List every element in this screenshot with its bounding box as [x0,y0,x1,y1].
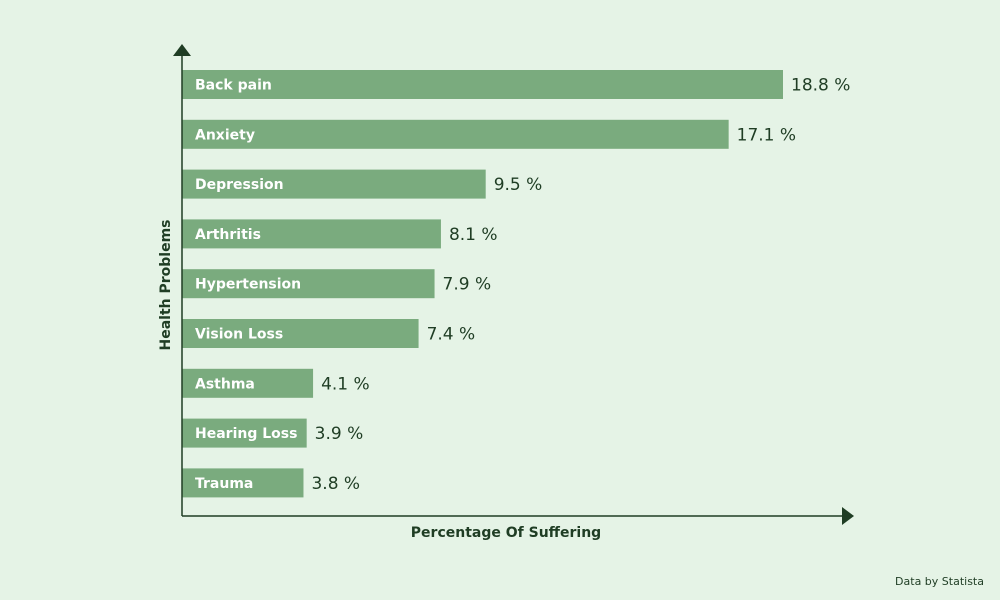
bar-category-label: Back pain [195,78,272,94]
bar [182,418,307,448]
bar [182,468,304,498]
bar [182,119,729,149]
bar-category-label: Anxiety [195,127,255,143]
bar-category-label: Asthma [195,376,255,392]
bar-category-label: Vision Loss [195,327,283,343]
bar-value-label: 18.8 % [791,76,850,96]
bar [182,319,419,348]
bar-value-label: 9.5 % [494,175,543,195]
bar-value-label: 17.1 % [737,125,796,145]
bar [182,269,435,299]
y-axis-title: Health Problems [158,219,174,350]
source-note: Data by Statista [895,575,984,588]
bar-value-label: 7.9 % [443,275,492,295]
bar-category-label: Trauma [195,476,253,492]
bar-category-label: Hypertension [195,277,301,293]
bars-group: Back pain 18.8 % Anxiety 17.1 % Depression 9.… [182,70,850,498]
bar-value-label: 8.1 % [449,225,498,245]
x-axis-title: Percentage Of Suffering [411,525,601,541]
bar-value-label: 3.9 % [315,424,364,444]
bar [182,169,486,199]
bar [182,219,441,249]
bar-value-label: 3.8 % [311,474,360,494]
bar-value-label: 4.1 % [321,374,370,394]
bar-category-label: Hearing Loss [195,426,297,442]
y-axis-arrow [173,44,191,56]
bar [182,368,314,398]
bar-category-label: Arthritis [195,227,261,243]
bar-category-label: Depression [195,177,284,193]
bar-value-label: 7.4 % [427,325,476,345]
bar [182,70,783,99]
x-axis-arrow [842,507,854,525]
